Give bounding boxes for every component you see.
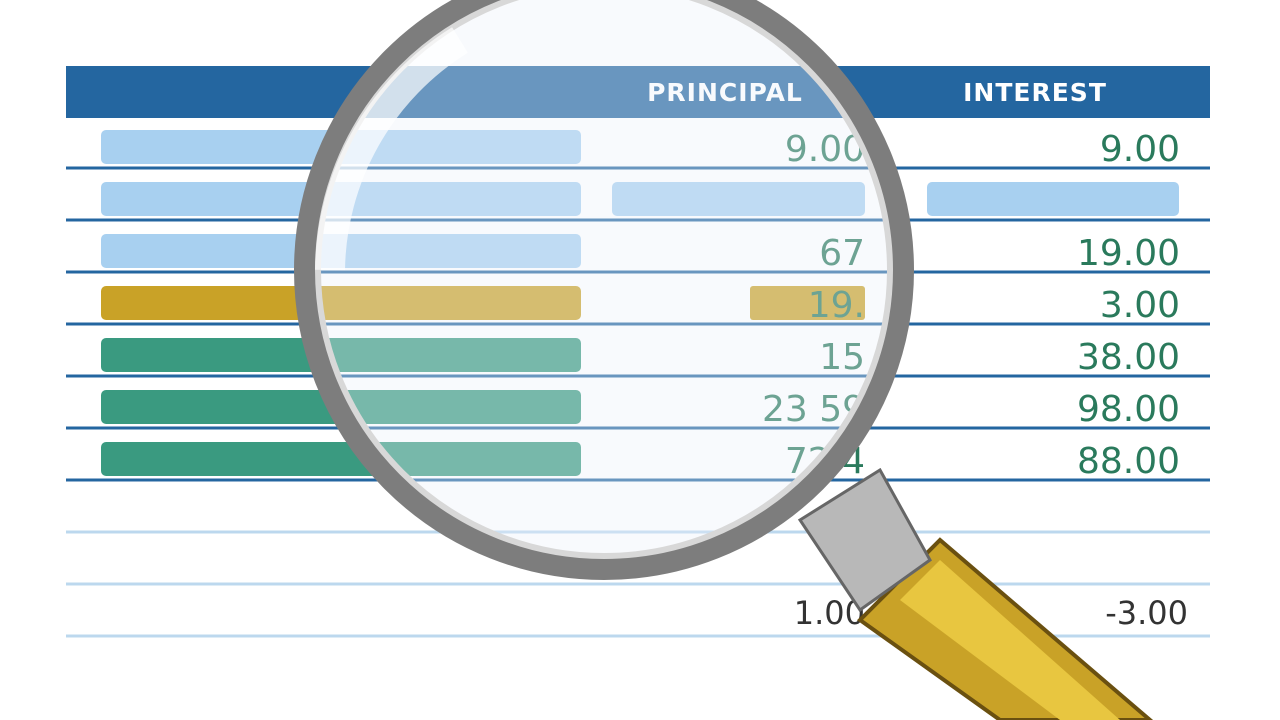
row-bar — [101, 442, 581, 476]
interest-value: 38.00 — [1077, 337, 1180, 378]
header-interest: INTEREST — [963, 78, 1107, 107]
row-bar — [101, 338, 581, 372]
principal-value: 19. — [808, 285, 865, 326]
row-bar — [101, 286, 581, 320]
header-principal: PRINCIPAL — [647, 78, 803, 107]
principal-value: 67 — [819, 233, 865, 274]
cell-bar — [927, 182, 1179, 216]
cell-bar — [750, 286, 865, 320]
principal-value: 9.00 — [785, 129, 865, 170]
cell-bar — [612, 182, 865, 216]
interest-value: 98.00 — [1077, 389, 1180, 430]
magnifier — [294, 0, 1154, 720]
interest-value: 3.00 — [1100, 285, 1180, 326]
header-bar — [66, 66, 1210, 118]
interest-value: 9.00 — [1100, 129, 1180, 170]
principal-value: 15 — [819, 337, 865, 378]
interest-value: 19.00 — [1077, 233, 1180, 274]
total-value: -3.00 — [1105, 594, 1188, 632]
interest-value: 88.00 — [1077, 441, 1180, 482]
